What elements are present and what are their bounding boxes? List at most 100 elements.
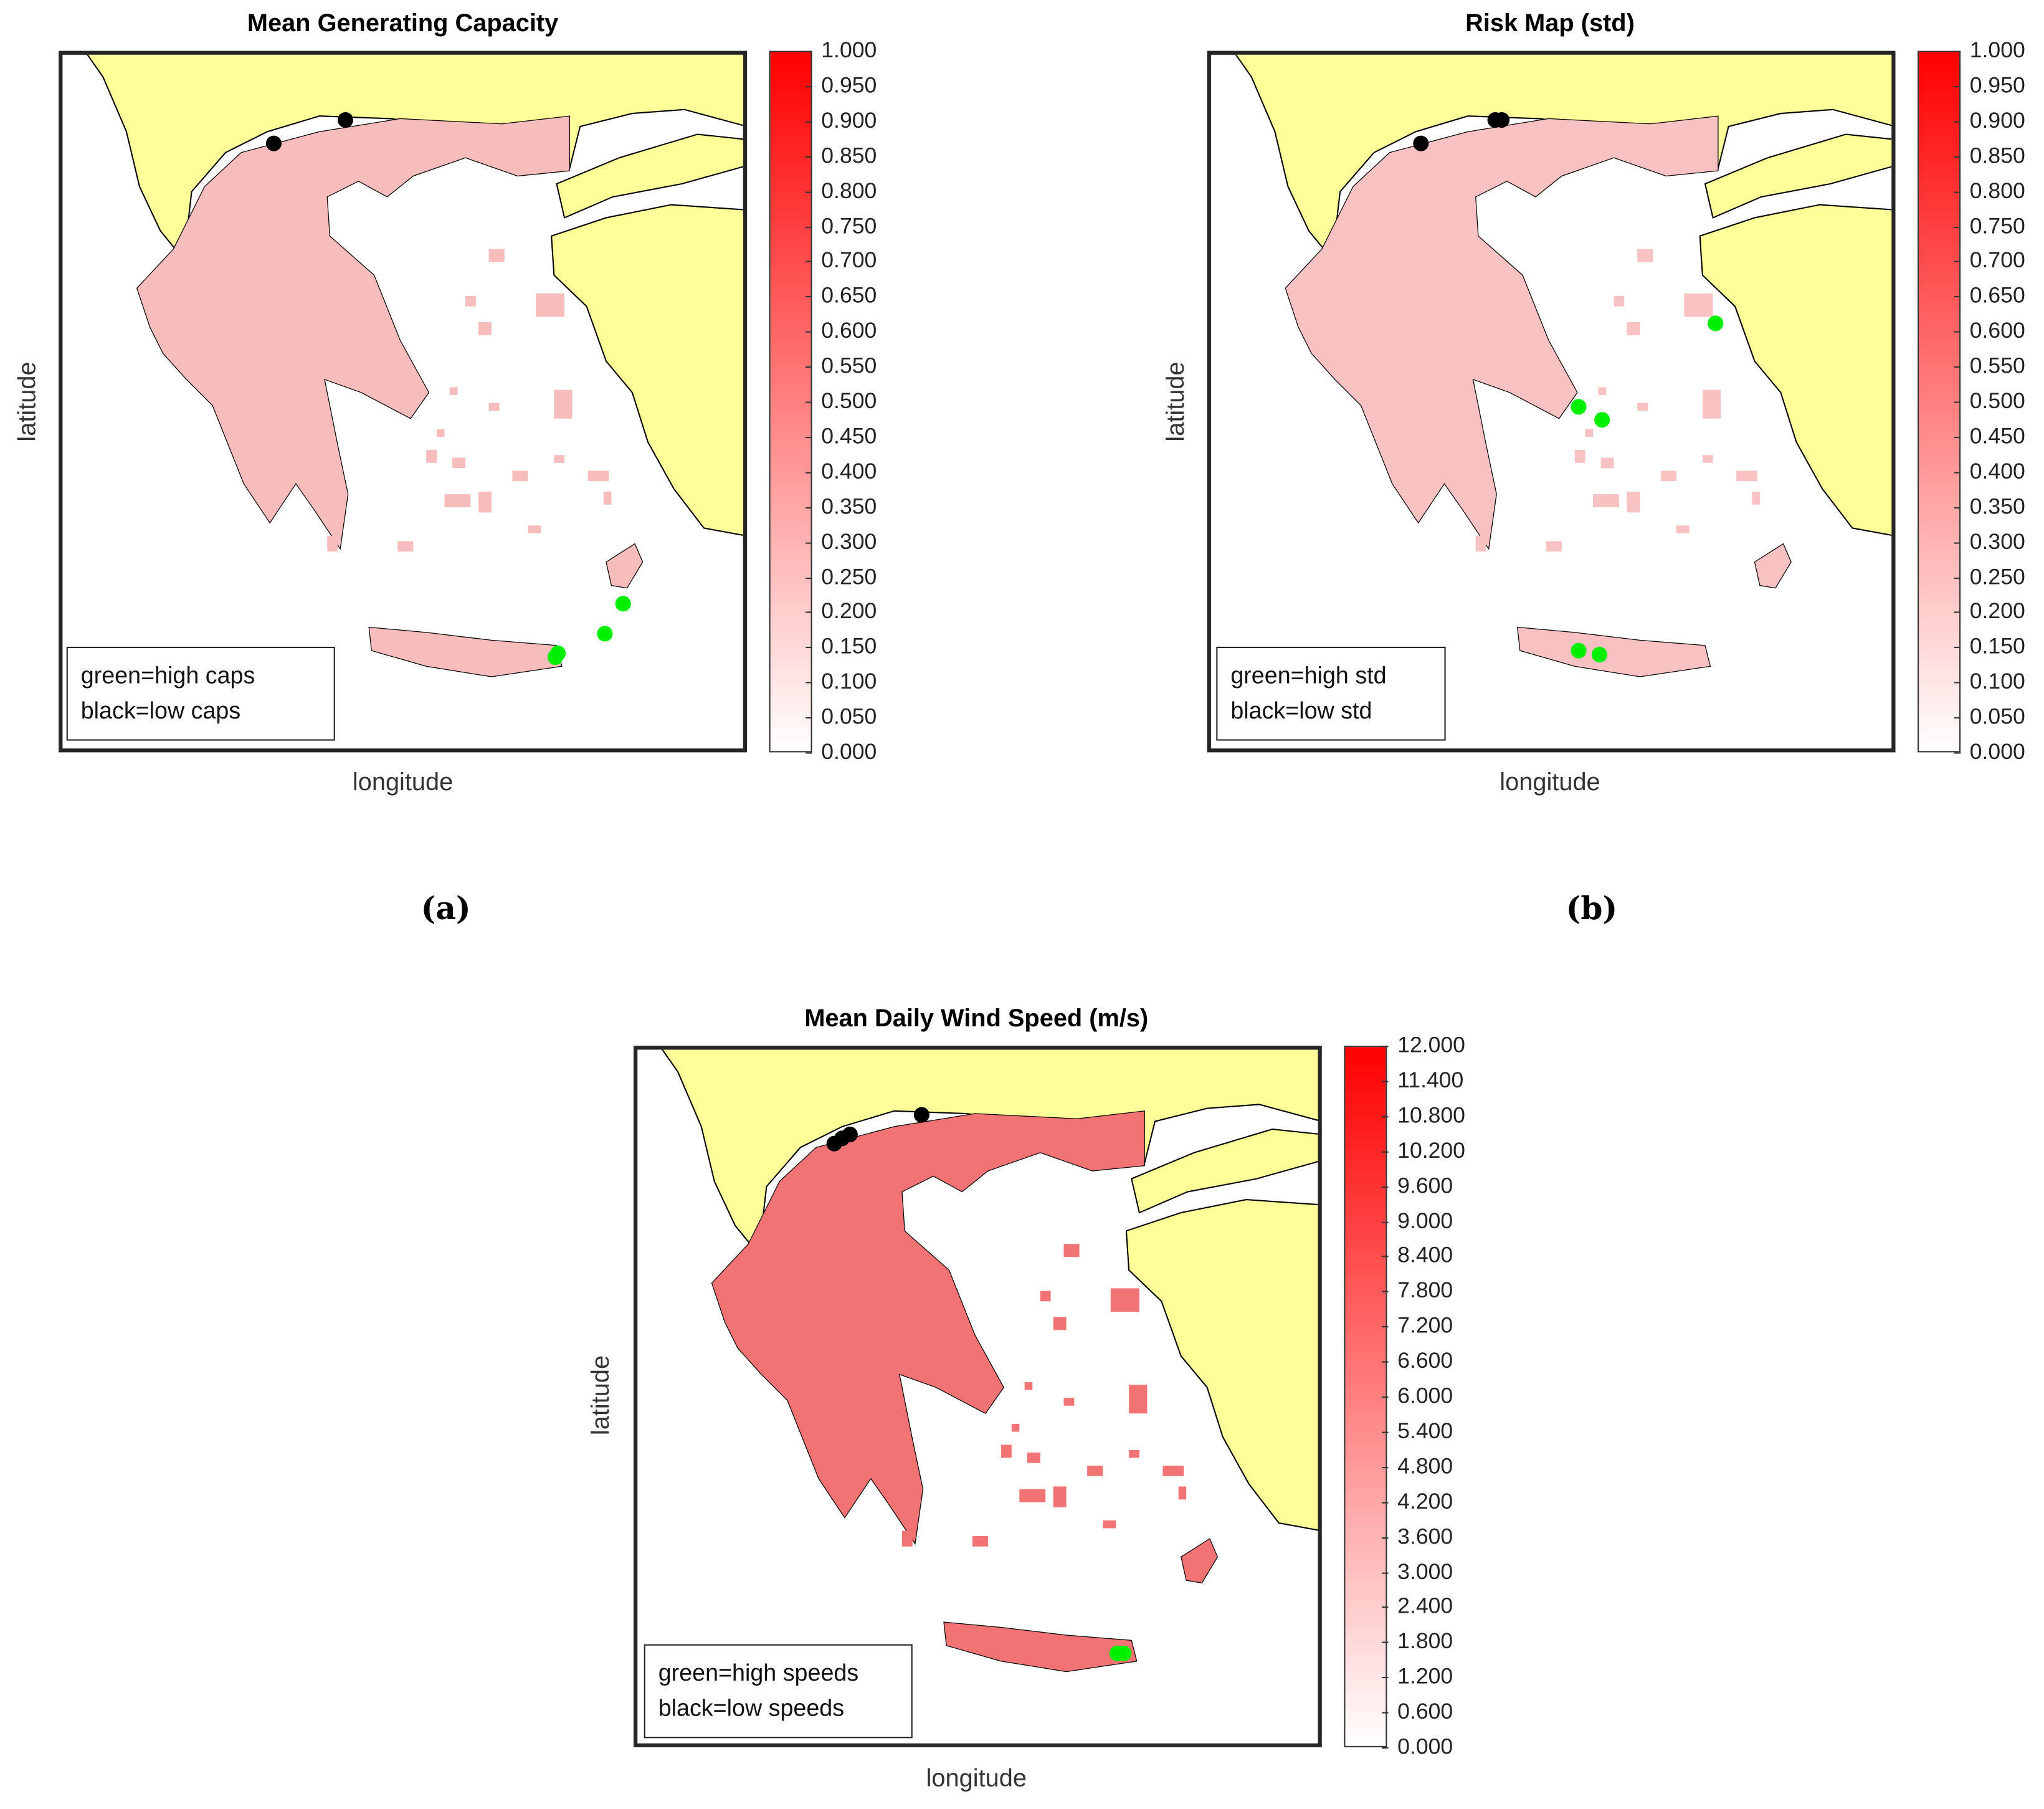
low-marker: [842, 1126, 858, 1143]
colorbar-tick-label: 0.550: [821, 353, 877, 379]
colorbar-tick-label: 10.200: [1397, 1138, 1465, 1163]
colorbar-tick-label: 9.000: [1397, 1208, 1453, 1233]
colorbar-tick: [1954, 436, 1961, 438]
colorbar-tick: [1382, 1115, 1389, 1117]
heatmap-region: [711, 1110, 1145, 1545]
colorbar-tick: [1382, 1572, 1389, 1573]
colorbar-tick: [1382, 1606, 1389, 1608]
heatmap-island: [465, 295, 476, 307]
heatmap-island: [1585, 429, 1594, 437]
colorbar-tick-label: 0.500: [821, 388, 877, 414]
high-marker: [1591, 646, 1608, 662]
colorbar-tick: [1382, 1712, 1389, 1714]
colorbar-tick-label: 0.100: [1969, 669, 2025, 694]
high-marker: [1594, 412, 1610, 428]
heatmap-island: [1598, 387, 1606, 396]
legend: green=high speeds black=low speeds: [644, 1644, 913, 1739]
map-svg: [661, 1049, 1318, 1673]
heatmap-island: [1614, 295, 1625, 307]
heatmap-island: [1475, 536, 1486, 552]
heatmap-island: [1162, 1465, 1184, 1476]
heatmap-island: [1063, 1398, 1075, 1406]
colorbar-tick-label: 0.250: [821, 564, 877, 589]
heatmap-island: [1702, 389, 1721, 419]
colorbar-tick-label: 1.800: [1397, 1629, 1453, 1654]
heatmap-island: [397, 541, 414, 552]
colorbar-tick: [1382, 1221, 1389, 1223]
high-marker: [1571, 399, 1587, 415]
land-north: [87, 54, 743, 261]
colorbar-tick-label: 0.650: [821, 283, 877, 308]
colorbar-tick-label: 0.850: [821, 143, 877, 168]
heatmap-island: [536, 293, 565, 317]
heatmap-region: [1516, 626, 1711, 677]
caption: (b): [1566, 889, 1618, 927]
heatmap-island: [1053, 1317, 1067, 1330]
land-turkey: [551, 204, 743, 536]
colorbar-tick-label: 0.200: [821, 599, 877, 624]
colorbar-tick-label: 0.100: [821, 669, 877, 694]
colorbar-tick: [1382, 1151, 1389, 1153]
colorbar-tick-label: 0.950: [1969, 72, 2025, 98]
colorbar-tick: [1954, 507, 1961, 508]
colorbar-tick-label: 0.700: [1969, 248, 2025, 274]
colorbar-tick: [806, 296, 812, 298]
colorbar-tick: [806, 682, 812, 684]
colorbar-tick-label: 0.450: [821, 423, 877, 449]
colorbar-tick-label: 0.400: [1969, 459, 2025, 484]
heatmap-island: [1676, 525, 1690, 533]
colorbar-tick: [1382, 1186, 1389, 1188]
colorbar-tick: [806, 401, 812, 403]
colorbar-tick-label: 4.800: [1397, 1453, 1453, 1479]
high-marker: [550, 645, 566, 661]
heatmap-island: [436, 429, 445, 437]
colorbar-tick: [806, 576, 812, 579]
map-svg: [1235, 54, 1892, 677]
low-marker: [265, 135, 282, 151]
heatmap-island: [1574, 449, 1585, 463]
colorbar-tick: [806, 261, 812, 263]
colorbar-tick: [806, 366, 812, 368]
colorbar-tick: [1954, 50, 1961, 52]
low-marker: [337, 112, 354, 128]
colorbar-tick: [806, 50, 812, 52]
colorbar-tick: [806, 647, 812, 649]
legend-entry-high: green=high std: [1230, 662, 1387, 689]
heatmap-island: [1019, 1489, 1046, 1502]
heatmap-region: [368, 626, 563, 677]
high-marker: [1708, 315, 1724, 332]
heatmap-island: [1053, 1486, 1067, 1507]
heatmap-island: [327, 536, 338, 552]
heatmap-island: [1027, 1453, 1040, 1463]
colorbar-tick: [1382, 1642, 1389, 1644]
map-area: [59, 50, 748, 753]
colorbar-tick-label: 0.250: [1969, 564, 2025, 589]
heatmap-island: [1110, 1288, 1139, 1312]
colorbar-tick: [806, 121, 812, 123]
colorbar-tick: [1954, 576, 1961, 579]
colorbar-tick-label: 4.200: [1397, 1488, 1453, 1514]
colorbar-tick-label: 0.800: [821, 178, 877, 203]
colorbar: [769, 50, 812, 753]
colorbar-tick: [1954, 401, 1961, 403]
heatmap-island: [528, 525, 541, 533]
heatmap-island: [452, 457, 466, 469]
heatmap-island: [449, 387, 458, 396]
colorbar-tick: [806, 226, 812, 228]
colorbar-tick-label: 0.700: [821, 248, 877, 274]
y-axis-label: latitude: [587, 1355, 616, 1436]
colorbar-tick-label: 0.900: [821, 108, 877, 133]
colorbar-tick-label: 9.600: [1397, 1173, 1453, 1198]
colorbar-tick-label: 0.000: [1397, 1734, 1453, 1759]
heatmap-island: [1063, 1244, 1080, 1258]
colorbar-tick-label: 8.400: [1397, 1243, 1453, 1268]
colorbar-tick: [806, 507, 812, 508]
colorbar-tick: [1954, 612, 1961, 614]
heatmap-island: [488, 403, 500, 411]
colorbar-tick-label: 0.750: [1969, 213, 2025, 238]
colorbar-tick: [1954, 156, 1961, 158]
legend: green=high std black=low std: [1216, 646, 1446, 741]
colorbar-tick-label: 3.600: [1397, 1524, 1453, 1549]
colorbar-tick-label: 0.400: [821, 459, 877, 484]
